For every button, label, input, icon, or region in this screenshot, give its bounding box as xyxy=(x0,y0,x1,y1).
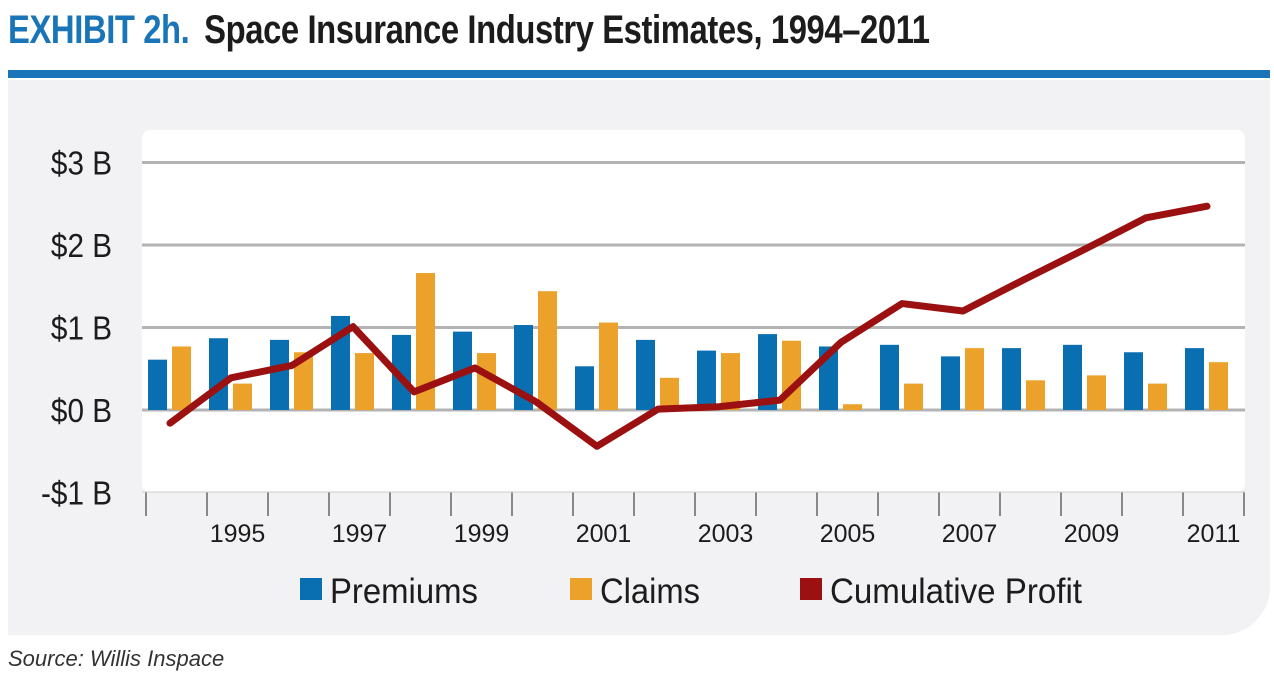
premiums-bar xyxy=(697,350,716,410)
claims-bar xyxy=(660,377,679,410)
exhibit-number: EXHIBIT 2h. xyxy=(8,8,190,52)
claims-bar xyxy=(1026,380,1045,410)
premiums-bar xyxy=(636,339,655,410)
claims-bar xyxy=(172,346,191,410)
plot-area xyxy=(142,130,1245,492)
y-tick-label: $1 B xyxy=(51,310,112,347)
claims-bar xyxy=(721,353,740,410)
x-tick-label: 2011 xyxy=(1187,520,1241,548)
x-tick-label: 2009 xyxy=(1064,520,1120,548)
premiums-bar xyxy=(209,338,228,410)
claims-bar xyxy=(355,353,374,410)
y-tick-label: -$1 B xyxy=(41,475,112,512)
claims-bar xyxy=(843,404,862,410)
claims-bar xyxy=(477,353,496,410)
claims-bar xyxy=(965,348,984,410)
claims-bar xyxy=(416,273,435,410)
claims-bar xyxy=(294,352,313,410)
claims-bar xyxy=(1087,375,1106,410)
premiums-bar xyxy=(270,339,289,410)
premiums-bar xyxy=(148,359,167,410)
claims-bar xyxy=(1148,383,1167,410)
premiums-bar xyxy=(1063,344,1082,410)
x-tick-label: 1997 xyxy=(332,520,388,548)
source-note: Source: Willis Inspace xyxy=(8,646,225,671)
exhibit-title: EXHIBIT 2h. Space Insurance Industry Esti… xyxy=(8,8,930,53)
claims-bar xyxy=(1209,362,1228,410)
cumulative-profit-line xyxy=(166,202,1211,450)
title-rule xyxy=(8,70,1270,78)
premiums-bar xyxy=(758,334,777,410)
premiums-bar xyxy=(880,344,899,410)
x-tick-label: 2005 xyxy=(820,520,876,548)
premiums-bar xyxy=(1124,352,1143,410)
legend-label: Claims xyxy=(600,572,700,611)
x-tick-label: 1995 xyxy=(210,520,266,548)
claims-bar xyxy=(538,291,557,410)
chart-title: Space Insurance Industry Estimates, 1994… xyxy=(204,8,930,52)
premiums-bar xyxy=(941,356,960,410)
claims-bar xyxy=(233,383,252,410)
premiums-bar xyxy=(575,366,594,410)
x-tick-label: 1999 xyxy=(454,520,510,548)
legend-label: Premiums xyxy=(330,572,478,611)
y-tick-label: $0 B xyxy=(51,393,112,430)
x-tick-label: 2007 xyxy=(942,520,998,548)
legend-swatch-claims xyxy=(570,578,592,600)
y-tick-label: $3 B xyxy=(51,145,112,182)
claims-bar xyxy=(904,383,923,410)
claims-bar xyxy=(599,322,618,410)
x-tick-label: 2003 xyxy=(698,520,754,548)
y-tick-label: $2 B xyxy=(51,228,112,265)
premiums-bar xyxy=(392,334,411,410)
premiums-bar xyxy=(1185,348,1204,410)
legend-label: Cumulative Profit xyxy=(830,572,1082,611)
legend-swatch-premiums xyxy=(300,578,322,600)
x-tick-label: 2001 xyxy=(576,520,632,548)
legend-swatch-cumulative-profit xyxy=(800,578,822,600)
premiums-bar xyxy=(1002,348,1021,410)
